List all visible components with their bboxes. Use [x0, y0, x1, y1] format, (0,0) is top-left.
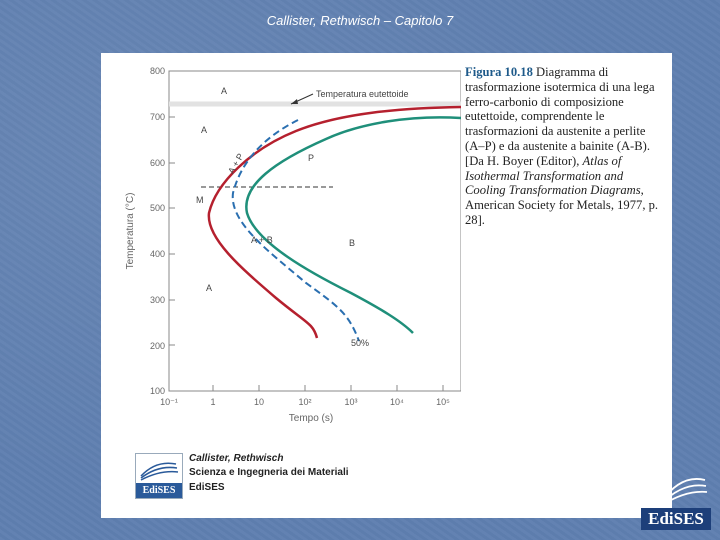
x-axis: 10⁻¹ 1 10 10² 10³ 10⁴ 10⁵	[160, 385, 450, 407]
footer-book-title: Scienza e Ingegneria dei Materiali	[189, 467, 349, 478]
label-b: B	[349, 238, 355, 248]
figure-label: Figura 10.18	[465, 65, 533, 79]
waves-icon	[140, 462, 179, 481]
x-tick-label: 10²	[298, 397, 311, 407]
label-a-low: A	[206, 283, 212, 293]
book-footer: EdiSES Callister, Rethwisch Scienza e In…	[135, 453, 435, 503]
label-p: P	[308, 153, 314, 163]
fifty-percent-curve	[231, 119, 360, 342]
x-tick-label: 10⁻¹	[160, 397, 178, 407]
x-tick-label: 10⁴	[390, 397, 404, 407]
x-tick-label: 10⁵	[436, 397, 450, 407]
figure-caption: Figura 10.18 Diagramma di trasformazione…	[465, 65, 665, 228]
end-curve	[245, 116, 461, 334]
footer-publisher: EdiSES	[189, 482, 225, 493]
label-fifty-percent: 50%	[351, 338, 369, 348]
x-tick-label: 1	[210, 397, 215, 407]
caption-text-end: , American Society for Metals, 1977, p. …	[465, 183, 659, 227]
start-curve	[207, 105, 461, 339]
logo-text: EdiSES	[136, 483, 182, 498]
y-axis-title: Temperatura (°C)	[125, 193, 136, 270]
label-a-top: A	[221, 86, 227, 96]
y-tick-label: 300	[150, 295, 165, 305]
caption-text: Diagramma di trasformazione isotermica d…	[465, 65, 655, 168]
y-tick-label: 100	[150, 386, 165, 396]
label-m: M	[196, 195, 204, 205]
y-tick-label: 400	[150, 249, 165, 259]
x-tick-label: 10³	[344, 397, 357, 407]
ttt-diagram: 800 700 600 500 400 300 200 100 10⁻¹ 1 1…	[125, 66, 461, 424]
figure-panel: 800 700 600 500 400 300 200 100 10⁻¹ 1 1…	[101, 53, 672, 518]
y-axis: 800 700 600 500 400 300 200 100	[150, 66, 175, 396]
label-a-mid: A	[201, 125, 207, 135]
y-tick-label: 700	[150, 112, 165, 122]
footer-authors: Callister, Rethwisch	[189, 453, 284, 464]
caption-italic: Atlas of Isothermal Transformation and C…	[465, 153, 641, 198]
slide-title: Callister, Rethwisch – Capitolo 7	[266, 13, 454, 28]
y-tick-label: 500	[150, 203, 165, 213]
y-tick-label: 600	[150, 158, 165, 168]
plot-frame	[168, 70, 461, 392]
arrow-head-icon	[291, 99, 298, 104]
y-tick-label: 200	[150, 341, 165, 351]
x-axis-title: Tempo (s)	[289, 413, 333, 424]
waves-icon	[660, 478, 708, 507]
edises-corner-logo: EdiSES	[641, 470, 711, 530]
corner-logo-text: EdiSES	[641, 508, 711, 530]
edises-logo-small: EdiSES	[135, 453, 183, 499]
label-a-plus-b: A + B	[251, 235, 273, 245]
label-eutectoid: Temperatura eutettoide	[316, 89, 409, 99]
y-tick-label: 800	[150, 66, 165, 76]
x-tick-label: 10	[254, 397, 264, 407]
